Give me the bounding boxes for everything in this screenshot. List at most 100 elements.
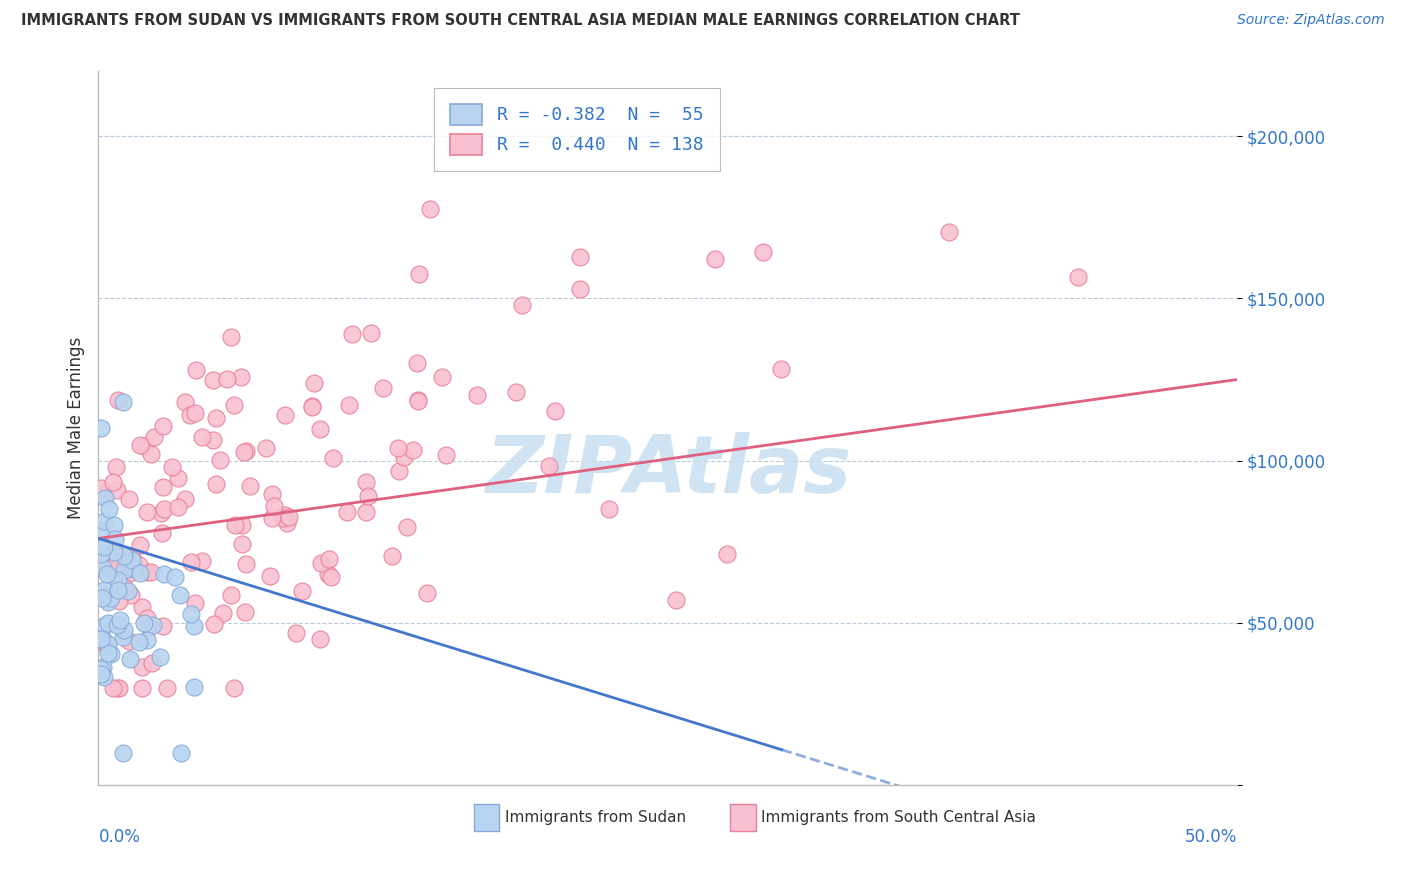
Point [598, 502, 620, 516]
Point [770, 362, 793, 376]
Point [101, 549, 124, 564]
Point [94, 618, 117, 632]
Point [183, 680, 205, 694]
Point [167, 500, 190, 515]
Text: 0.0%: 0.0% [98, 828, 141, 846]
Point [91, 560, 114, 574]
Point [402, 443, 425, 458]
Point [152, 419, 174, 434]
Point [136, 632, 159, 647]
Point [93, 540, 115, 554]
Point [173, 394, 195, 409]
Point [217, 371, 239, 385]
Y-axis label: Median Male Earnings: Median Male Earnings [66, 337, 84, 519]
Text: ZIPAtlas: ZIPAtlas [485, 432, 851, 510]
Point [90, 587, 112, 601]
Point [121, 553, 143, 567]
Point [183, 407, 205, 421]
Point [222, 681, 245, 695]
Point [235, 557, 257, 571]
Point [381, 549, 404, 563]
Point [277, 510, 299, 524]
Point [105, 681, 128, 695]
Point [103, 518, 125, 533]
Point [169, 589, 191, 603]
Text: Immigrants from Sudan: Immigrants from Sudan [505, 810, 686, 825]
Point [120, 587, 142, 601]
Point [388, 464, 411, 478]
Point [156, 681, 179, 695]
Point [510, 297, 533, 311]
Point [118, 634, 141, 648]
Point [301, 401, 323, 415]
Legend: R = -0.382  N =  55, R =  0.440  N = 138: R = -0.382 N = 55, R = 0.440 N = 138 [433, 87, 720, 170]
Point [276, 516, 298, 530]
Point [129, 438, 152, 452]
Point [405, 356, 427, 370]
Point [118, 651, 141, 665]
Point [142, 618, 165, 632]
Point [665, 592, 688, 607]
Point [101, 681, 124, 695]
Point [318, 551, 340, 566]
Point [107, 573, 129, 587]
Point [90, 666, 112, 681]
Point [105, 617, 128, 632]
Point [360, 326, 382, 340]
Point [107, 681, 129, 695]
Point [395, 520, 418, 534]
Point [209, 452, 232, 467]
Point [415, 586, 437, 600]
Point [322, 450, 344, 465]
Point [179, 408, 201, 422]
Point [152, 480, 174, 494]
Point [153, 566, 176, 581]
Point [141, 656, 163, 670]
Point [128, 558, 150, 572]
Text: Source: ZipAtlas.com: Source: ZipAtlas.com [1237, 13, 1385, 28]
Point [232, 445, 254, 459]
Point [96, 549, 118, 563]
Point [254, 441, 277, 455]
FancyBboxPatch shape [474, 805, 499, 831]
Point [354, 505, 377, 519]
Point [173, 491, 195, 506]
Point [93, 583, 115, 598]
Point [354, 475, 377, 489]
Point [703, 252, 725, 266]
Point [544, 403, 567, 417]
Point [233, 606, 256, 620]
Point [202, 616, 225, 631]
Point [135, 505, 157, 519]
Point [271, 511, 294, 525]
Point [90, 665, 112, 679]
Point [105, 483, 128, 497]
Point [97, 502, 120, 516]
Point [97, 646, 120, 660]
Point [191, 430, 214, 444]
Point [229, 370, 252, 384]
Point [394, 450, 416, 465]
Point [91, 591, 114, 605]
Point [340, 326, 363, 341]
Point [136, 611, 159, 625]
Point [170, 746, 193, 760]
Point [357, 489, 380, 503]
Point [93, 514, 115, 528]
Point [90, 481, 112, 495]
Point [139, 566, 162, 580]
Point [124, 562, 146, 576]
Point [111, 395, 134, 409]
Point [406, 392, 429, 407]
Point [120, 566, 142, 581]
Point [387, 441, 409, 455]
Point [104, 532, 127, 546]
Point [138, 620, 160, 634]
Point [180, 555, 202, 569]
Point [165, 570, 187, 584]
Point [107, 582, 129, 597]
Point [129, 566, 152, 581]
Point [302, 376, 325, 390]
Point [308, 632, 330, 646]
Point [96, 640, 118, 654]
